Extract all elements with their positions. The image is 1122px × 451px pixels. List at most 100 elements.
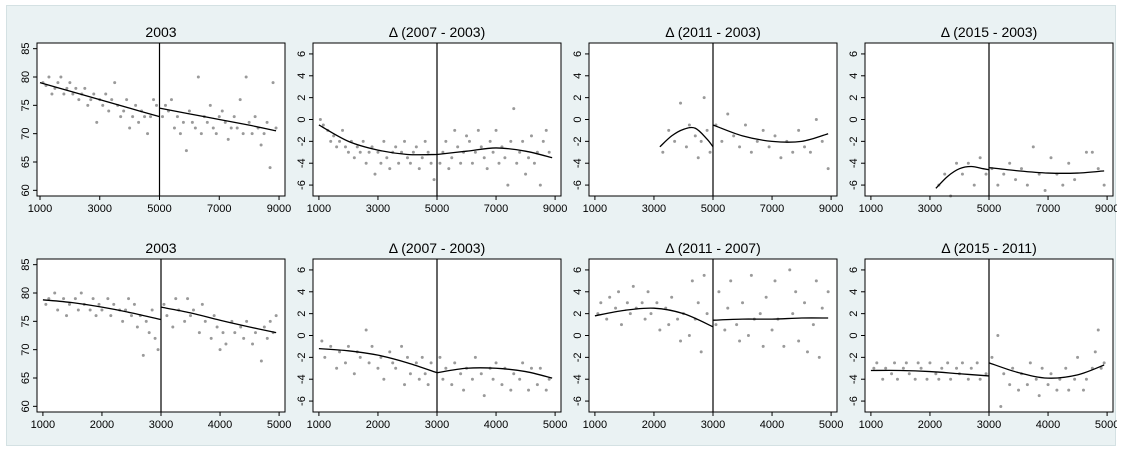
data-point (119, 115, 123, 119)
y-tick-label: 6 (572, 51, 584, 57)
data-point (746, 334, 750, 337)
data-point (212, 314, 216, 318)
data-point (262, 325, 266, 329)
data-point (199, 132, 203, 136)
data-point (955, 161, 959, 165)
data-point (230, 319, 234, 323)
data-point (826, 290, 830, 294)
data-point (343, 145, 347, 149)
data-point (928, 361, 932, 365)
data-point (191, 308, 195, 312)
data-point (100, 308, 104, 312)
data-point (414, 145, 418, 149)
panel-title: Δ (2015 - 2003) (941, 24, 1038, 40)
panel-1: 2003 60 65 70 75 80 85 1000 3000 5000 7000 9000 (20, 24, 291, 215)
data-point (367, 361, 371, 365)
data-point (394, 366, 398, 370)
data-point (373, 172, 377, 176)
y-tick-label: 6 (848, 51, 860, 57)
fit-line-left (659, 126, 714, 148)
data-point (134, 103, 138, 107)
data-point (56, 81, 60, 85)
data-point (767, 145, 771, 149)
x-tick-label: 5000 (425, 203, 449, 215)
x-tick-label: 3000 (977, 419, 1001, 431)
data-point (895, 377, 899, 381)
data-point (1067, 388, 1071, 392)
data-point (808, 150, 812, 154)
data-point (224, 342, 228, 346)
data-point (488, 139, 492, 143)
data-point (265, 336, 269, 340)
data-point (913, 377, 917, 381)
y-tick-label: 2 (296, 95, 308, 101)
data-point (494, 128, 498, 132)
x-tick-label: 1000 (307, 419, 331, 431)
fit-line-left (318, 124, 438, 156)
data-point (749, 273, 753, 277)
data-point (196, 75, 200, 79)
plot-frame (588, 258, 838, 413)
data-point (679, 339, 683, 343)
y-tick-label: 2 (572, 95, 584, 101)
data-point (679, 101, 683, 105)
data-point (497, 161, 501, 165)
data-point (358, 150, 362, 154)
data-point (702, 273, 706, 277)
data-point (62, 92, 66, 96)
data-point (92, 92, 96, 96)
data-point (646, 290, 650, 294)
data-point (323, 355, 327, 359)
data-point (966, 377, 970, 381)
data-point (509, 139, 513, 143)
data-point (1049, 372, 1053, 376)
data-point (619, 323, 623, 327)
data-point (761, 128, 765, 132)
data-point (109, 314, 113, 318)
data-point (211, 126, 215, 130)
data-point (181, 120, 185, 124)
plot-frame (36, 42, 286, 197)
data-point (512, 372, 516, 376)
data-point (1093, 350, 1097, 354)
data-point (221, 331, 225, 335)
panel-title: Δ (2015 - 2011) (941, 240, 1036, 256)
data-point (984, 172, 988, 176)
data-point (805, 350, 809, 354)
data-point (163, 103, 167, 107)
x-tick-label: 7000 (484, 203, 508, 215)
data-point (329, 344, 333, 348)
data-point (107, 109, 111, 113)
data-point (705, 128, 709, 132)
y-tick-label: -4 (848, 374, 860, 384)
data-point (473, 150, 477, 154)
data-point (1037, 394, 1041, 398)
data-point (890, 372, 894, 376)
data-point (960, 172, 964, 176)
data-point (761, 344, 765, 348)
plot-frame (312, 42, 562, 197)
data-point (447, 167, 451, 171)
data-point (335, 145, 339, 149)
data-point (420, 156, 424, 160)
data-point (1102, 183, 1106, 187)
data-point (491, 150, 495, 154)
data-point (960, 361, 964, 365)
data-point (343, 361, 347, 365)
data-point (527, 156, 531, 160)
data-point (106, 297, 110, 301)
data-point (529, 366, 533, 370)
data-point (693, 134, 697, 138)
data-point (65, 314, 69, 318)
data-point (208, 103, 212, 107)
data-point (215, 325, 219, 329)
x-tick-label: 7000 (207, 203, 231, 215)
data-point (617, 290, 621, 294)
data-point (376, 150, 380, 154)
data-point (741, 301, 745, 305)
x-tick-label: 7000 (1036, 203, 1060, 215)
panel-title: Δ (2007 - 2003) (389, 24, 486, 40)
data-point (125, 98, 129, 102)
data-point (949, 377, 953, 381)
data-point (1025, 183, 1029, 187)
